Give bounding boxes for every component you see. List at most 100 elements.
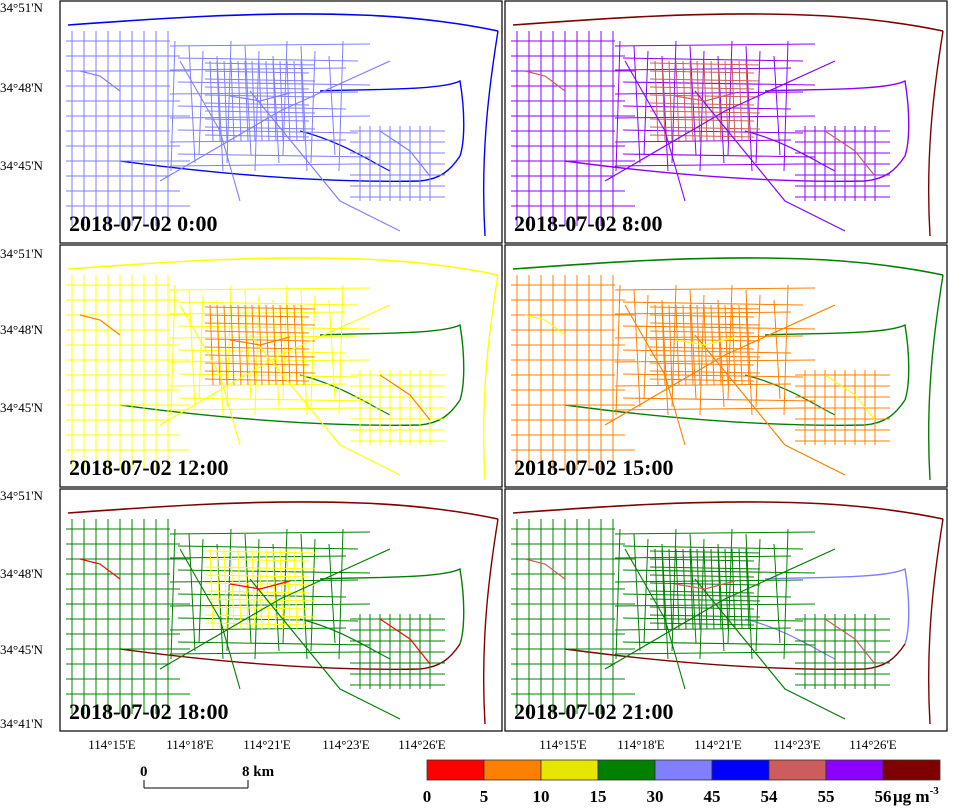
road-segment xyxy=(622,301,804,306)
road-segment xyxy=(738,60,743,142)
road-network xyxy=(511,501,944,725)
road-segment xyxy=(614,579,804,583)
road-segment xyxy=(643,294,649,400)
road-segment xyxy=(279,548,284,630)
road-segment xyxy=(824,130,876,177)
map-panel: 2018-07-02 0:00 xyxy=(59,0,503,244)
road-segment xyxy=(649,574,755,578)
road-network xyxy=(66,257,499,481)
road-segment xyxy=(614,407,804,411)
road-segment xyxy=(293,548,298,630)
panel-frame xyxy=(59,0,503,244)
road-segment xyxy=(724,60,729,142)
road-segment xyxy=(615,284,621,416)
road-segment xyxy=(170,528,176,660)
legend-swatch xyxy=(768,759,827,781)
road-segment xyxy=(319,567,465,645)
road-segment xyxy=(293,304,298,386)
road-segment xyxy=(649,102,755,106)
road-segment xyxy=(633,533,641,652)
road-segment xyxy=(643,50,649,156)
road-segment xyxy=(773,55,781,156)
road-segment xyxy=(622,641,816,646)
road-segment xyxy=(226,40,232,164)
road-segment xyxy=(159,60,391,182)
panel-frame xyxy=(504,0,948,244)
road-segment xyxy=(249,334,401,476)
road-segment xyxy=(699,294,705,416)
road-segment xyxy=(482,30,499,237)
road-segment xyxy=(177,57,359,62)
road-segment xyxy=(622,397,816,402)
road-segment xyxy=(731,548,736,630)
road-segment xyxy=(169,383,347,387)
road-segment xyxy=(319,79,465,157)
road-segment xyxy=(649,550,761,554)
lat-label: 34°51'N xyxy=(0,488,44,503)
map-panel: 2018-07-02 12:00 xyxy=(59,244,503,488)
road-segment xyxy=(254,538,260,660)
road-segment xyxy=(79,314,121,336)
road-segment xyxy=(179,548,241,690)
road-segment xyxy=(204,306,316,310)
road-segment xyxy=(717,548,722,630)
road-segment xyxy=(649,558,755,562)
lon-label: 114°23'E xyxy=(322,737,370,752)
road-segment xyxy=(649,598,761,602)
road-segment xyxy=(649,330,755,334)
road-segment xyxy=(482,274,499,481)
road-segment xyxy=(564,155,906,182)
road-segment xyxy=(169,651,359,655)
road-segment xyxy=(512,13,944,32)
road-segment xyxy=(649,322,761,326)
road-segment xyxy=(249,578,401,720)
road-segment xyxy=(177,397,371,402)
lat-label: 34°45'N xyxy=(0,642,44,657)
road-segment xyxy=(177,129,359,134)
road-segment xyxy=(188,533,196,652)
road-segment xyxy=(204,370,316,374)
road-segment xyxy=(614,383,792,387)
lat-label: 34°48'N xyxy=(0,80,44,95)
road-segment xyxy=(204,622,310,626)
road-segment xyxy=(717,304,722,386)
road-segment xyxy=(169,579,359,583)
lat-label: 34°45'N xyxy=(0,158,44,173)
road-segment xyxy=(717,55,725,164)
road-segment xyxy=(622,57,804,62)
panel-timestamp: 2018-07-02 21:00 xyxy=(514,699,673,724)
road-segment xyxy=(338,284,344,416)
road-segment xyxy=(783,40,789,172)
road-segment xyxy=(927,274,944,481)
road-segment xyxy=(169,335,359,339)
road-segment xyxy=(119,643,461,670)
road-segment xyxy=(731,304,736,386)
road-segment xyxy=(622,129,804,134)
map-panels: 2018-07-02 0:00 2018-07-02 8:00 2018-07-02… xyxy=(59,0,948,732)
road-segment xyxy=(614,311,792,315)
lon-label: 114°15'E xyxy=(88,737,136,752)
road-segment xyxy=(204,574,310,578)
road-segment xyxy=(649,306,761,310)
road-segment xyxy=(614,139,792,143)
road-segment xyxy=(279,60,284,142)
legend-break-label: 54 xyxy=(761,787,779,806)
road-segment xyxy=(209,304,214,386)
road-segment xyxy=(310,50,316,164)
road-segment xyxy=(272,543,280,652)
road-segment xyxy=(674,92,736,102)
road-segment xyxy=(379,374,431,421)
road-segment xyxy=(204,126,316,130)
road-segment xyxy=(319,323,465,401)
road-segment xyxy=(614,335,804,339)
road-segment xyxy=(614,531,816,535)
panel-timestamp: 2018-07-02 8:00 xyxy=(514,211,662,236)
road-segment xyxy=(927,518,944,725)
road-segment xyxy=(379,618,431,665)
road-segment xyxy=(614,651,804,655)
lon-label: 114°21'E xyxy=(694,737,742,752)
road-segment xyxy=(649,622,755,626)
road-segment xyxy=(604,304,836,426)
legend-break-label: 10 xyxy=(533,787,550,806)
road-segment xyxy=(229,336,291,346)
